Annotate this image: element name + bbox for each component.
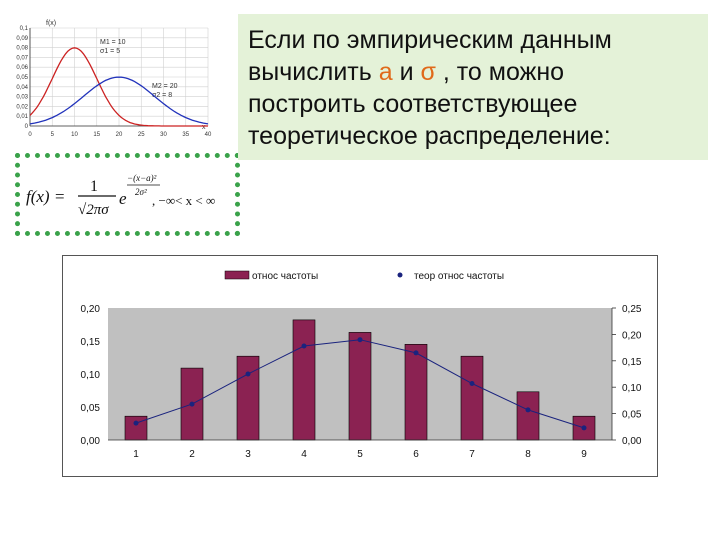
left-axis-tick-label: 0,10	[81, 370, 101, 381]
right-axis-tick-label: 0,10	[622, 383, 642, 394]
formula-denominator: √2πσ	[78, 202, 109, 218]
line-point-5	[357, 337, 363, 343]
small-plot-xlabel: x	[202, 124, 206, 131]
legend-line-label: теор относ частоты	[414, 271, 504, 282]
x-tick-label: 3	[245, 449, 251, 460]
formula-exp-numerator: −(x−a)²	[127, 173, 157, 183]
bar-1	[124, 415, 148, 441]
small-plot-y-tick: 0,07	[16, 55, 28, 61]
small-plot-y-tick: 0,02	[16, 104, 28, 110]
right-axis-tick-label: 0,25	[622, 304, 642, 315]
text-line-4: теоретическое распределение:	[248, 122, 611, 150]
small-plot-curves	[29, 47, 209, 127]
right-axis-ticks: 0,25 0,20 0,15 0,10 0,05 0,00	[611, 304, 642, 447]
normal-density-formula: f(x) = 1 √2πσ e −(x−a)² 2σ² , −∞< x < ∞	[26, 173, 215, 218]
text-line-2: вычислить a и σ , то можно	[248, 56, 708, 88]
small-plot-y-tick: 0,03	[16, 95, 28, 101]
line-point-2	[189, 401, 195, 407]
formula-lhs: f(x) =	[26, 187, 65, 206]
x-tick-label: 4	[301, 449, 307, 460]
right-axis-tick-label: 0,20	[622, 330, 642, 341]
x-tick-label: 5	[357, 449, 363, 460]
line-point-3	[245, 371, 251, 377]
formula-base: e	[119, 189, 127, 208]
line-point-8	[525, 407, 531, 413]
formula-domain: , −∞< x < ∞	[152, 193, 215, 208]
line-point-1	[133, 420, 139, 426]
left-axis-tick-label: 0,20	[81, 304, 101, 315]
formula-exp-denominator: 2σ²	[135, 187, 147, 197]
small-plot-x-tick: 30	[160, 132, 167, 138]
explanation-text-panel: Если по эмпирическим данным вычислить a …	[238, 14, 708, 160]
bar-4	[292, 319, 316, 441]
small-plot-x-tick: 5	[51, 132, 55, 138]
formula-numerator: 1	[90, 178, 98, 195]
line-series	[133, 337, 587, 431]
bar-3	[236, 355, 260, 441]
small-plot-y-tick: 0,01	[16, 114, 28, 120]
x-tick-label: 7	[469, 449, 475, 460]
left-axis-ticks: 0,20 0,15 0,10 0,05 0,00	[81, 304, 101, 447]
legend-line-marker	[397, 272, 403, 278]
small-plot-y-tick: 0,08	[16, 46, 28, 52]
left-axis-tick-label: 0,15	[81, 337, 101, 348]
symbol-sigma: σ	[420, 58, 436, 86]
text-line-2-part-b: и	[392, 58, 421, 86]
formula-box: f(x) = 1 √2πσ e −(x−a)² 2σ² , −∞< x < ∞	[15, 153, 240, 236]
small-plot-y-tick: 0,06	[16, 65, 28, 71]
right-axis-tick-label: 0,00	[622, 436, 642, 447]
text-line-2-part-c: , то можно	[435, 58, 565, 86]
small-plot-ylabel: f(x)	[46, 20, 56, 27]
x-tick-label: 8	[525, 449, 531, 460]
small-plot-y-tick: 0,05	[16, 75, 28, 81]
bar-6	[404, 344, 428, 441]
small-plot-x-ticks: 0 5 10 15 20 25 30 35 40	[28, 132, 212, 138]
x-tick-label: 1	[133, 449, 139, 460]
small-plot-x-tick: 40	[205, 132, 212, 138]
small-plot-annotation-2a: M2 = 20	[152, 83, 178, 90]
normal-curve-1	[29, 47, 208, 127]
legend-bar-label: относ частоты	[252, 271, 318, 282]
line-point-6	[413, 350, 419, 356]
small-plot-y-tick: 0,04	[16, 85, 28, 91]
small-plot-x-tick: 20	[116, 132, 123, 138]
bar-7	[460, 355, 484, 441]
small-plot-y-tick: 0,1	[20, 26, 29, 32]
text-line-2-part-a: вычислить	[248, 58, 379, 86]
small-plot-annotation-1a: M1 = 10	[100, 39, 126, 46]
symbol-a: a	[378, 58, 393, 86]
small-plot-y-ticks: 0,1 0,09 0,08 0,07 0,06 0,05 0,04 0,03 0,02 0,01 0	[16, 26, 28, 130]
line-point-4	[301, 343, 307, 349]
small-plot-x-tick: 35	[182, 132, 189, 138]
x-tick-label: 2	[189, 449, 195, 460]
small-plot-x-tick: 25	[138, 132, 145, 138]
small-plot-background	[12, 16, 212, 152]
small-plot-annotation-2b: σ2 = 8	[152, 92, 172, 99]
normal-curves-plot: 0,10,090,080,070,060,050,040,030,020,010…	[12, 16, 212, 152]
right-axis-tick-label: 0,15	[622, 357, 642, 368]
x-axis-ticks: 1 2 3 4 5 6 7 8 9	[108, 439, 612, 460]
text-line-1: Если по эмпирическим данным	[248, 26, 612, 54]
right-axis-tick-label: 0,05	[622, 410, 642, 421]
line-point-7	[469, 381, 475, 386]
legend-bar-swatch	[224, 270, 250, 280]
normal-curve-2	[29, 76, 209, 125]
left-axis-tick-label: 0,05	[81, 403, 101, 414]
frequency-chart: относ частоты теор относ частоты 0,20 0,1…	[62, 255, 658, 477]
small-plot-x-tick: 15	[93, 132, 100, 138]
small-plot-y-tick: 0,09	[16, 36, 28, 42]
bar-8	[516, 391, 540, 441]
x-tick-label: 6	[413, 449, 419, 460]
line-point-9	[581, 425, 587, 431]
bar-5	[348, 332, 372, 441]
x-tick-label: 9	[581, 449, 587, 460]
small-plot-x-tick: 10	[71, 132, 78, 138]
left-axis-tick-label: 0,00	[81, 436, 101, 447]
small-plot-y-tick: 0	[25, 124, 29, 130]
small-plot-annotation-1b: σ1 = 5	[100, 48, 120, 55]
text-line-3: построить соответствующее	[248, 90, 578, 118]
small-plot-x-tick: 0	[28, 132, 32, 138]
